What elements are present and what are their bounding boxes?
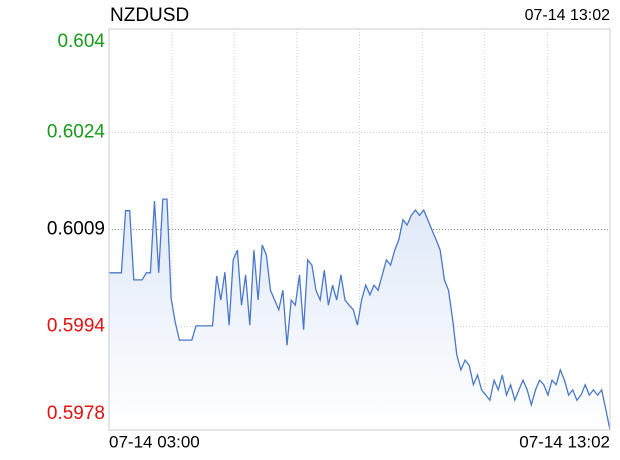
plot-border: [108, 28, 611, 431]
x-tick-label: 07-14 13:02: [519, 432, 610, 451]
y-tick-label: 0.604: [57, 31, 105, 52]
price-line: [109, 198, 611, 431]
y-tick-label: 0.5978: [47, 403, 105, 424]
y-tick-label: 0.6009: [47, 219, 105, 240]
timestamp: 07-14 13:02: [525, 7, 611, 24]
y-tick-label: 0.5994: [47, 316, 106, 337]
x-tick-label: 07-14 03:00: [109, 432, 200, 451]
y-tick-label: 0.6024: [47, 121, 106, 142]
chart-title: NZDUSD: [110, 5, 189, 26]
